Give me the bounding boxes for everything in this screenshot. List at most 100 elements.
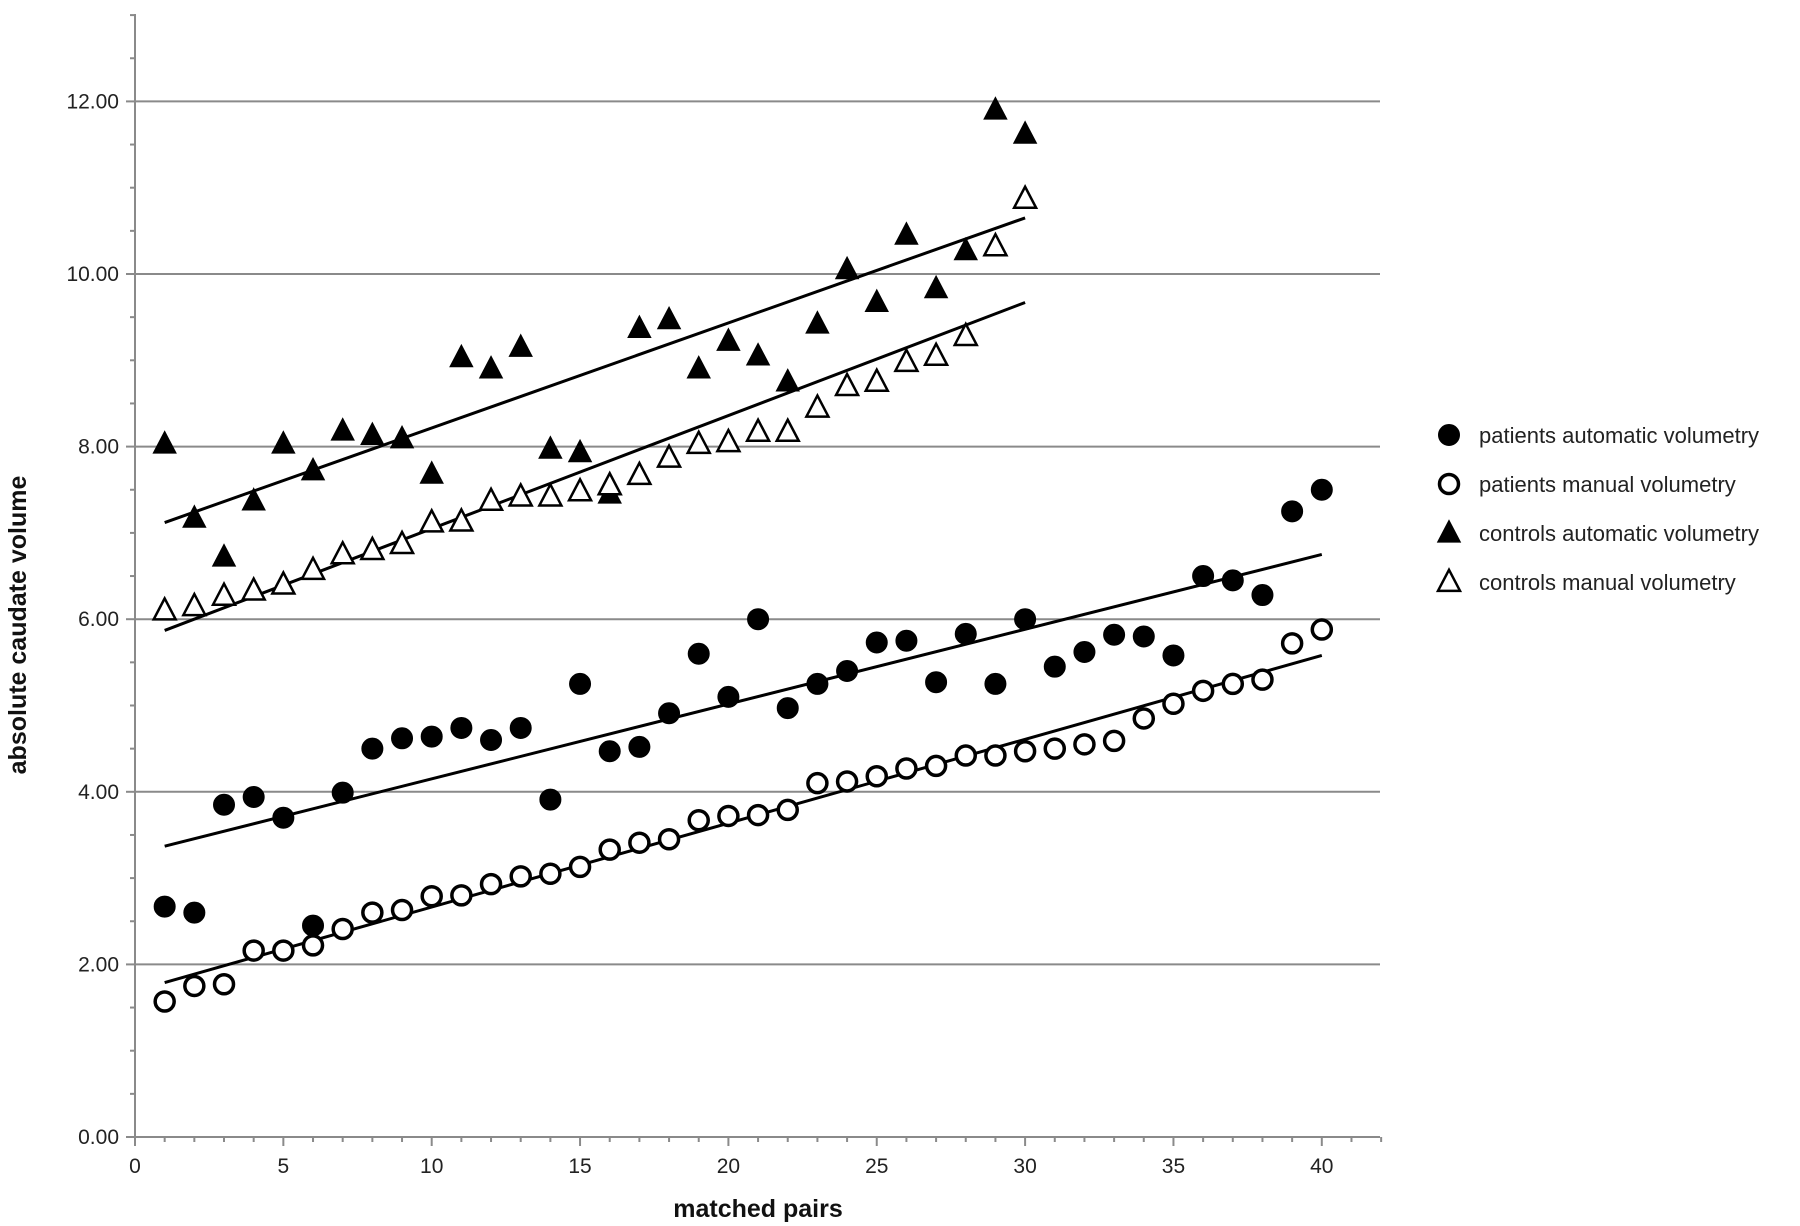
data-point bbox=[210, 581, 238, 606]
data-point bbox=[537, 481, 564, 507]
data-point bbox=[746, 803, 770, 827]
data-point bbox=[419, 460, 444, 484]
data-point bbox=[954, 622, 977, 645]
data-point bbox=[479, 872, 503, 896]
data-point bbox=[389, 425, 415, 449]
data-point bbox=[538, 435, 563, 459]
data-point bbox=[686, 355, 711, 379]
data-point bbox=[300, 456, 326, 481]
data-point bbox=[1043, 655, 1066, 678]
data-point bbox=[834, 371, 861, 397]
data-point bbox=[716, 327, 741, 351]
data-point bbox=[657, 828, 681, 851]
data-point bbox=[331, 917, 354, 941]
data-point bbox=[450, 884, 473, 907]
data-point bbox=[480, 729, 503, 752]
data-point bbox=[895, 757, 918, 780]
data-point bbox=[658, 702, 681, 725]
data-point bbox=[596, 470, 623, 496]
data-point bbox=[272, 806, 295, 829]
data-point bbox=[865, 631, 888, 654]
legend-label-3: controls automatic volumetry bbox=[1479, 521, 1759, 546]
data-point bbox=[1281, 500, 1304, 523]
x-tick-label: 35 bbox=[1162, 1155, 1185, 1178]
data-point bbox=[213, 793, 236, 816]
data-point bbox=[1103, 623, 1126, 646]
data-point bbox=[359, 535, 386, 561]
data-point bbox=[923, 274, 949, 299]
trendline-series-1 bbox=[164, 553, 1323, 848]
data-point bbox=[477, 486, 505, 512]
data-point bbox=[151, 595, 178, 621]
data-point bbox=[717, 685, 740, 708]
y-tick-label: 8.00 bbox=[78, 436, 119, 459]
x-tick-label: 40 bbox=[1310, 1155, 1333, 1178]
data-point bbox=[152, 430, 177, 454]
data-point bbox=[569, 672, 592, 695]
data-point bbox=[272, 939, 295, 962]
data-point bbox=[1191, 679, 1215, 703]
data-point bbox=[656, 305, 682, 330]
data-point bbox=[361, 737, 384, 760]
data-point bbox=[211, 543, 237, 567]
data-point bbox=[448, 506, 475, 532]
data-point bbox=[805, 310, 830, 334]
data-point bbox=[1310, 618, 1334, 641]
series-1-points bbox=[153, 478, 1333, 937]
data-point bbox=[1073, 640, 1096, 663]
data-point bbox=[894, 221, 919, 245]
series-4-points bbox=[151, 184, 1039, 621]
data-point bbox=[952, 321, 979, 347]
data-point bbox=[687, 809, 710, 832]
data-point bbox=[1132, 707, 1156, 730]
data-point bbox=[1102, 729, 1126, 753]
data-point bbox=[895, 629, 918, 652]
data-point bbox=[391, 727, 414, 750]
data-point bbox=[539, 788, 562, 811]
data-point bbox=[925, 671, 948, 694]
data-point bbox=[1251, 668, 1274, 691]
legend-marker-1 bbox=[1438, 424, 1460, 446]
data-point bbox=[835, 770, 859, 793]
data-point bbox=[983, 96, 1008, 120]
data-point bbox=[776, 697, 799, 720]
data-point bbox=[1251, 584, 1274, 607]
data-point bbox=[420, 884, 443, 908]
trendlines bbox=[164, 216, 1323, 984]
data-point bbox=[775, 368, 800, 392]
data-point bbox=[863, 367, 890, 392]
y-tick-label: 6.00 bbox=[78, 608, 119, 631]
data-point bbox=[1012, 120, 1038, 144]
data-point bbox=[567, 438, 593, 463]
data-point bbox=[299, 555, 327, 581]
data-point bbox=[893, 347, 920, 373]
data-point bbox=[1132, 625, 1155, 648]
data-point bbox=[1014, 608, 1037, 631]
data-point bbox=[420, 725, 443, 748]
y-tick-label: 4.00 bbox=[78, 781, 119, 804]
data-point bbox=[954, 744, 978, 767]
data-point bbox=[240, 575, 267, 601]
data-point bbox=[302, 914, 325, 937]
y-tick-label: 12.00 bbox=[66, 90, 119, 113]
data-point bbox=[1043, 737, 1067, 760]
data-point bbox=[1162, 644, 1185, 667]
data-point bbox=[181, 591, 208, 617]
data-point bbox=[865, 765, 888, 788]
data-point bbox=[182, 504, 207, 528]
data-point bbox=[984, 744, 1007, 767]
data-point bbox=[1310, 478, 1333, 501]
data-point bbox=[745, 342, 771, 366]
data-point bbox=[301, 934, 325, 957]
data-point bbox=[418, 507, 445, 533]
data-point bbox=[774, 417, 801, 442]
data-point bbox=[687, 642, 710, 665]
y-axis-title: absolute caudate volume bbox=[4, 476, 32, 775]
y-tick-label: 2.00 bbox=[78, 953, 119, 976]
x-tick-label: 30 bbox=[1013, 1155, 1036, 1178]
data-point bbox=[1280, 632, 1304, 655]
data-point bbox=[864, 288, 889, 313]
x-tick-label: 20 bbox=[717, 1155, 740, 1178]
data-point bbox=[628, 735, 651, 758]
